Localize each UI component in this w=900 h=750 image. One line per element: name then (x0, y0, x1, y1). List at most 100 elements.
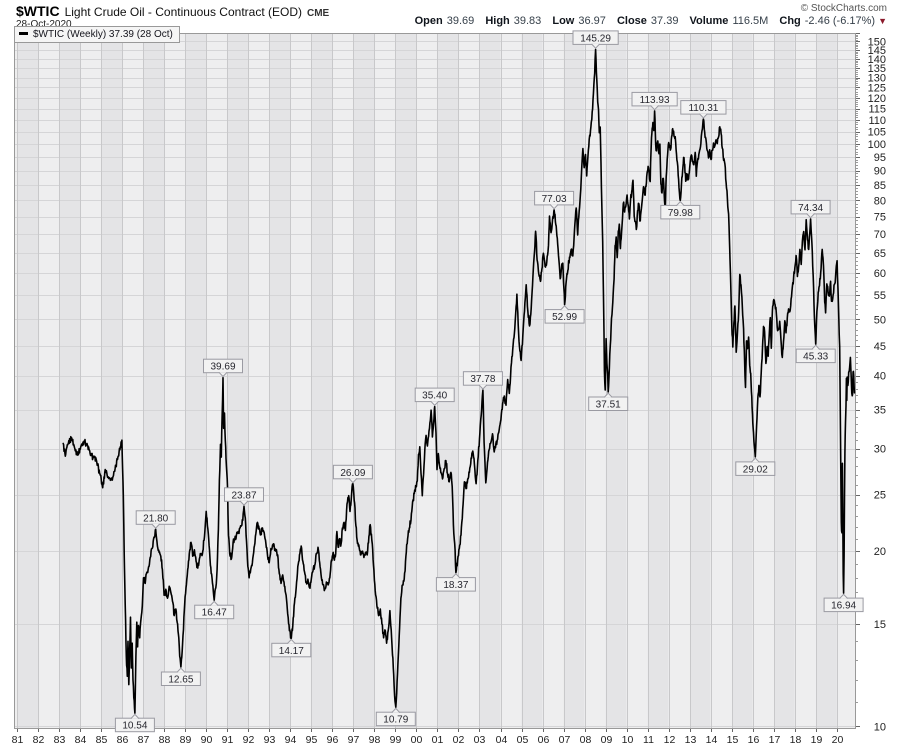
svg-text:150: 150 (868, 36, 886, 48)
svg-text:91: 91 (222, 734, 234, 746)
svg-text:50: 50 (874, 314, 886, 326)
svg-text:00: 00 (411, 734, 423, 746)
svg-text:95: 95 (874, 152, 886, 164)
open-label: Open (414, 15, 443, 27)
svg-text:16.94: 16.94 (831, 601, 856, 612)
svg-text:05: 05 (517, 734, 529, 746)
svg-text:20: 20 (832, 734, 844, 746)
open-value: 39.69 (446, 15, 475, 27)
svg-text:23.87: 23.87 (231, 490, 256, 501)
chart-date: 28-Oct-2020 (16, 19, 72, 30)
low-label: Low (552, 15, 575, 27)
svg-text:92: 92 (243, 734, 255, 746)
svg-text:40: 40 (874, 371, 886, 383)
svg-text:60: 60 (874, 268, 886, 280)
svg-text:77.03: 77.03 (542, 194, 567, 205)
svg-text:90: 90 (874, 166, 886, 178)
instrument-name: Light Crude Oil - Continuous Contract (E… (64, 5, 302, 19)
exchange: CME (307, 8, 330, 19)
svg-text:12: 12 (664, 734, 676, 746)
svg-text:85: 85 (874, 180, 886, 192)
svg-text:125: 125 (868, 82, 886, 94)
chg-label: Chg (779, 15, 801, 27)
svg-text:11: 11 (643, 734, 654, 746)
svg-text:81: 81 (12, 734, 24, 746)
svg-text:90: 90 (201, 734, 213, 746)
svg-text:02: 02 (453, 734, 465, 746)
high-value: 39.83 (513, 15, 542, 27)
svg-text:10: 10 (622, 734, 634, 746)
svg-text:115: 115 (868, 104, 886, 116)
svg-text:145.29: 145.29 (580, 33, 611, 44)
svg-text:29.02: 29.02 (743, 464, 768, 475)
svg-text:80: 80 (874, 195, 886, 207)
svg-text:70: 70 (874, 229, 886, 241)
svg-text:52.99: 52.99 (552, 312, 577, 323)
svg-text:105: 105 (868, 127, 886, 139)
svg-text:18: 18 (790, 734, 802, 746)
svg-text:135: 135 (868, 63, 886, 75)
svg-text:14.17: 14.17 (279, 646, 304, 657)
svg-text:97: 97 (348, 734, 360, 746)
svg-text:10.79: 10.79 (383, 715, 408, 726)
svg-text:39.69: 39.69 (210, 362, 235, 373)
svg-text:65: 65 (874, 248, 886, 260)
svg-text:89: 89 (180, 734, 192, 746)
symbol: $WTIC (16, 3, 60, 19)
svg-text:45: 45 (874, 341, 886, 353)
svg-text:145: 145 (868, 45, 886, 57)
svg-text:19: 19 (811, 734, 823, 746)
close-value: 37.39 (650, 15, 679, 27)
legend: $WTIC (Weekly) 37.39 (28 Oct) (14, 26, 180, 43)
svg-text:07: 07 (559, 734, 571, 746)
high-label: High (485, 15, 510, 27)
svg-text:09: 09 (601, 734, 613, 746)
svg-text:17: 17 (769, 734, 781, 746)
change-down-icon: ▼ (878, 16, 887, 26)
svg-text:86: 86 (117, 734, 129, 746)
svg-text:75: 75 (874, 212, 886, 224)
svg-text:87: 87 (138, 734, 150, 746)
low-value: 36.97 (578, 15, 606, 27)
chg-value: -2.46 (-6.17%) (804, 15, 876, 27)
stockcharts-link[interactable]: © StockCharts.com (800, 3, 887, 14)
volume-value: 116.5M (732, 15, 769, 27)
svg-text:04: 04 (496, 734, 508, 746)
svg-text:30: 30 (874, 444, 886, 456)
svg-text:20: 20 (874, 546, 886, 558)
svg-text:15: 15 (727, 734, 739, 746)
svg-text:37.51: 37.51 (596, 400, 621, 411)
close-label: Close (616, 15, 647, 27)
svg-text:94: 94 (285, 734, 297, 746)
svg-text:93: 93 (264, 734, 276, 746)
svg-text:01: 01 (432, 734, 444, 746)
chart-title: $WTIC Light Crude Oil - Continuous Contra… (16, 3, 329, 21)
legend-label: $WTIC (Weekly) 37.39 (28 Oct) (33, 29, 173, 40)
svg-text:96: 96 (327, 734, 339, 746)
svg-text:120: 120 (868, 93, 886, 105)
svg-text:16: 16 (748, 734, 760, 746)
svg-text:10.54: 10.54 (122, 721, 147, 732)
series-color-swatch (19, 31, 28, 35)
svg-text:130: 130 (868, 73, 886, 85)
svg-text:55: 55 (874, 290, 886, 302)
svg-text:99: 99 (390, 734, 402, 746)
svg-text:113.93: 113.93 (640, 95, 670, 106)
svg-text:82: 82 (33, 734, 45, 746)
svg-text:35: 35 (874, 405, 886, 417)
svg-text:100: 100 (868, 139, 886, 151)
svg-text:08: 08 (580, 734, 592, 746)
svg-text:85: 85 (96, 734, 108, 746)
svg-text:110.31: 110.31 (688, 103, 718, 114)
svg-text:12.65: 12.65 (168, 675, 193, 686)
svg-text:21.80: 21.80 (143, 513, 168, 524)
svg-text:06: 06 (538, 734, 550, 746)
svg-text:79.98: 79.98 (668, 208, 693, 219)
svg-text:45.33: 45.33 (803, 352, 828, 363)
svg-text:26.09: 26.09 (340, 468, 365, 479)
svg-text:10: 10 (874, 721, 886, 733)
svg-text:37.78: 37.78 (470, 374, 495, 385)
svg-text:25: 25 (874, 490, 886, 502)
